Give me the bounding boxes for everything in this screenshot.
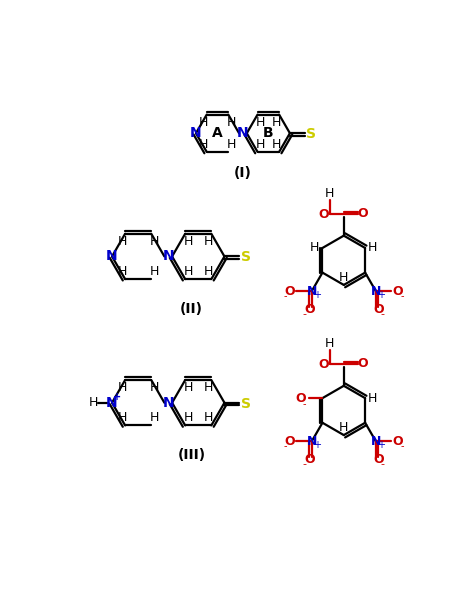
Text: H: H <box>325 337 335 350</box>
Text: -: - <box>401 441 404 451</box>
Text: O: O <box>358 357 368 370</box>
Text: S: S <box>241 396 251 411</box>
Text: O: O <box>392 435 403 448</box>
Text: O: O <box>373 303 383 316</box>
Text: -: - <box>380 460 384 469</box>
Text: H: H <box>310 241 319 254</box>
Text: H: H <box>204 381 213 394</box>
Text: H: H <box>89 396 98 409</box>
Text: O: O <box>304 453 315 466</box>
Text: O: O <box>304 303 315 316</box>
Text: H: H <box>271 138 281 150</box>
Text: N: N <box>106 396 118 410</box>
Text: +: + <box>377 440 385 450</box>
Text: (I): (I) <box>234 167 252 180</box>
Text: H: H <box>118 381 127 394</box>
Text: A: A <box>212 126 223 140</box>
Text: O: O <box>285 285 295 298</box>
Text: H: H <box>150 411 159 424</box>
Text: H: H <box>325 187 335 200</box>
Text: H: H <box>227 116 236 129</box>
Text: H: H <box>339 270 348 284</box>
Text: +: + <box>113 392 121 402</box>
Text: H: H <box>150 235 159 248</box>
Text: N: N <box>106 250 118 263</box>
Text: +: + <box>313 440 321 450</box>
Text: N: N <box>237 126 249 140</box>
Text: N: N <box>371 285 381 298</box>
Text: O: O <box>296 392 306 405</box>
Text: O: O <box>373 453 383 466</box>
Text: H: H <box>204 411 213 424</box>
Text: H: H <box>368 241 377 254</box>
Text: N: N <box>163 396 174 410</box>
Text: O: O <box>392 285 403 298</box>
Text: H: H <box>183 235 193 248</box>
Text: H: H <box>256 138 265 150</box>
Text: O: O <box>358 207 368 220</box>
Text: N: N <box>163 250 174 263</box>
Text: -: - <box>303 399 307 410</box>
Text: +: + <box>313 290 321 300</box>
Text: H: H <box>199 138 209 150</box>
Text: H: H <box>227 138 236 150</box>
Text: H: H <box>118 265 127 278</box>
Text: H: H <box>339 421 348 434</box>
Text: N: N <box>371 435 381 448</box>
Text: S: S <box>307 127 317 141</box>
Text: N: N <box>307 435 317 448</box>
Text: H: H <box>118 411 127 424</box>
Text: H: H <box>183 381 193 394</box>
Text: H: H <box>150 381 159 394</box>
Text: H: H <box>368 392 377 405</box>
Text: H: H <box>118 235 127 248</box>
Text: S: S <box>241 250 251 264</box>
Text: H: H <box>256 116 265 129</box>
Text: N: N <box>190 126 202 140</box>
Text: H: H <box>204 265 213 278</box>
Text: -: - <box>284 441 287 451</box>
Text: (III): (III) <box>177 448 205 462</box>
Text: -: - <box>380 309 384 319</box>
Text: N: N <box>307 285 317 298</box>
Text: B: B <box>263 126 273 140</box>
Text: H: H <box>183 411 193 424</box>
Text: -: - <box>303 309 307 319</box>
Text: -: - <box>303 460 307 469</box>
Text: H: H <box>271 116 281 129</box>
Text: +: + <box>377 290 385 300</box>
Text: H: H <box>204 235 213 248</box>
Text: O: O <box>319 358 329 371</box>
Text: O: O <box>319 208 329 220</box>
Text: H: H <box>199 116 209 129</box>
Text: -: - <box>401 291 404 301</box>
Text: O: O <box>285 435 295 448</box>
Text: H: H <box>150 265 159 278</box>
Text: -: - <box>284 291 287 301</box>
Text: (II): (II) <box>180 302 203 316</box>
Text: H: H <box>183 265 193 278</box>
